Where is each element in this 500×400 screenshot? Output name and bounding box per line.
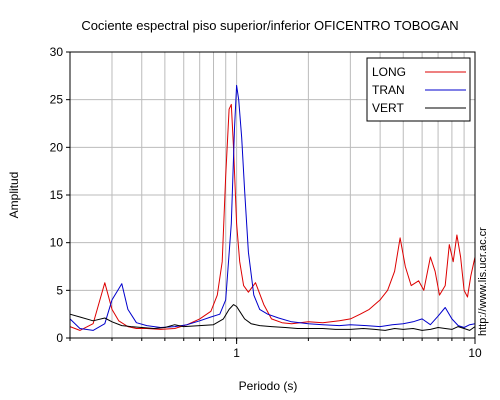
chart-title: Cociente espectral piso superior/inferio… (81, 18, 458, 33)
y-tick-label: 0 (56, 331, 63, 345)
x-tick-label: 1 (233, 346, 240, 360)
y-tick-label: 15 (50, 188, 64, 202)
y-tick-label: 10 (50, 236, 64, 250)
series-line-long (69, 103, 476, 331)
series-line-vert (69, 304, 476, 331)
series-line-tran (69, 84, 476, 331)
y-axis-ticks: 0 5 10 15 20 25 30 (50, 45, 70, 345)
x-tick-label: 10 (468, 346, 482, 360)
source-url: http://www.lis.ucr.ac.cr (477, 227, 489, 336)
legend-label-tran: TRAN (372, 83, 405, 97)
legend: LONG TRAN VERT (366, 57, 471, 122)
series-layer (69, 84, 476, 331)
y-tick-label: 20 (50, 140, 64, 154)
x-axis-ticks: 1 10 (69, 338, 482, 360)
grid-lines (70, 52, 475, 338)
y-tick-label: 25 (50, 93, 64, 107)
y-axis-label: Amplitud (7, 172, 21, 219)
y-tick-label: 30 (50, 45, 64, 59)
legend-label-vert: VERT (372, 101, 404, 115)
x-axis-label: Periodo (s) (239, 379, 298, 393)
y-tick-label: 5 (56, 283, 63, 297)
legend-label-long: LONG (372, 65, 406, 79)
